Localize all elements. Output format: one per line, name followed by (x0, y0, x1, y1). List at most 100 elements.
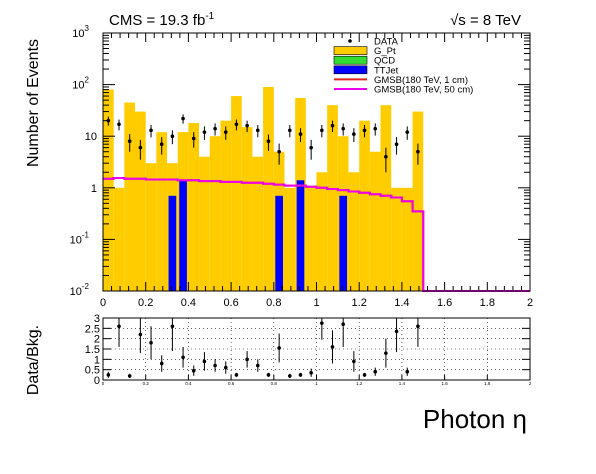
data-point-20 (320, 128, 324, 133)
x-tick-label: 0.6 (223, 297, 238, 309)
data-point-1 (117, 122, 121, 127)
gpt-bar-28 (401, 187, 413, 291)
y-axis-title-main: Number of Events (25, 39, 42, 167)
ratio-point-19 (309, 370, 313, 375)
x-tick-label: 0 (100, 297, 106, 309)
legend-label: G_Pt (374, 46, 396, 57)
ratio-point-23 (352, 359, 356, 364)
gpt-bar-3 (135, 111, 146, 292)
data-point-25 (373, 126, 378, 131)
legend-box (333, 55, 368, 65)
gpt-bar-17 (284, 187, 296, 291)
data-point-18 (298, 132, 303, 136)
legend-box (333, 46, 368, 55)
ratio-point-11 (223, 365, 228, 370)
x-tick-label: 0.8 (266, 297, 281, 309)
ratio-point-26 (384, 351, 388, 355)
ttjet-bar-18 (296, 180, 305, 291)
ratio-x-tick-label: 1.6 (441, 381, 448, 386)
x-tick-label: 1.2 (352, 297, 367, 309)
ratio-point-29 (416, 324, 420, 329)
ratio-x-tick-label: 0 (102, 381, 105, 386)
ratio-x-tick-label: 0.6 (228, 381, 235, 386)
ratio-y-tick-label: 2.5 (85, 323, 100, 335)
data-point-6 (170, 134, 175, 138)
data-point-5 (159, 142, 164, 146)
legend-marker-data (348, 39, 352, 43)
legend-label: GMSB(180 TeV, 50 cm) (374, 85, 473, 96)
gpt-bar-11 (220, 120, 232, 291)
data-point-14 (255, 128, 260, 133)
data-point-11 (223, 130, 228, 134)
ratio-x-tick-label: 0.2 (143, 381, 150, 386)
ttjet-bar-7 (179, 180, 187, 291)
gpt-bar-12 (231, 96, 242, 291)
ratio-point-4 (149, 341, 153, 345)
main-panel: 0 0.2 0.4 0.6 0.8 1 1.2 1.4 1.6 1.8 2 10-2 10-1 1 10 10… (70, 24, 533, 309)
ratio-point-15 (266, 373, 271, 377)
ratio-point-27 (394, 329, 399, 334)
legend-label: DATA (374, 37, 399, 48)
x-axis-title: Photon η (423, 404, 527, 434)
data-point-21 (330, 123, 335, 128)
ratio-point-25 (373, 369, 378, 374)
y-axis-title-ratio: Data/Bkg. (25, 325, 42, 395)
ratio-point-28 (405, 369, 410, 374)
ratio-point-20 (320, 321, 324, 325)
x-tick-label: 1 (313, 297, 319, 309)
ratio-x-tick-label: 1 (315, 381, 318, 386)
gpt-bar-10 (209, 136, 221, 291)
gpt-bar-8 (188, 123, 200, 291)
legend-label: GMSB(180 TeV, 1 cm) (374, 75, 468, 86)
gpt-bar-19 (305, 187, 317, 291)
gpt-bar-27 (391, 187, 402, 291)
y-tick-label: 10-2 (70, 282, 90, 298)
ratio-point-1 (117, 324, 121, 329)
data-point-28 (405, 130, 410, 134)
ratio-y-tick-label: 3 (94, 313, 100, 325)
ratio-x-tick-label: 1.4 (399, 381, 406, 386)
data-point-19 (309, 145, 313, 150)
ratio-point-5 (159, 361, 164, 366)
data-point-13 (245, 123, 249, 128)
ratio-point-0 (106, 373, 111, 377)
y-tick-label: 103 (72, 24, 89, 40)
x-tick-label: 0.4 (181, 297, 196, 309)
data-point-22 (341, 126, 345, 131)
data-point-7 (181, 116, 185, 121)
data-point-29 (416, 149, 420, 154)
ratio-point-8 (191, 368, 196, 373)
ratio-y-tick-label: 0 (94, 375, 100, 387)
ratio-point-13 (245, 357, 249, 362)
ttjet-bar-22 (339, 195, 348, 291)
gpt-bar-29 (412, 111, 424, 292)
gpt-bar-20 (316, 172, 328, 291)
data-point-23 (352, 132, 356, 136)
x-tick-label: 1.8 (480, 297, 495, 309)
ratio-point-2 (127, 374, 132, 378)
gpt-bar-1 (113, 187, 125, 291)
ratio-point-17 (288, 374, 292, 378)
ratio-point-9 (202, 359, 207, 364)
ratio-y-tick-label: 2 (94, 334, 100, 346)
ratio-point-12 (234, 373, 239, 377)
data-point-17 (288, 128, 292, 133)
data-point-3 (138, 145, 143, 150)
ratio-point-24 (362, 373, 367, 377)
gpt-bar-2 (124, 102, 136, 291)
ttjet-bar-16 (275, 195, 283, 291)
ratio-panel: 00.511.522.530 0.2 0.4 0.6 0.8 1 1.2 1.4 1.6 1.8 2 (85, 313, 532, 387)
ratio-point-21 (330, 345, 335, 349)
ratio-x-tick-label: 1.2 (356, 381, 363, 386)
legend-box (333, 65, 368, 75)
x-tick-label: 0.2 (138, 297, 153, 309)
data-point-27 (394, 142, 399, 146)
data-point-10 (213, 126, 217, 131)
gpt-bar-5 (156, 132, 168, 291)
y-tick-label: 102 (72, 76, 89, 92)
gpt-bar-21 (327, 105, 338, 292)
legend-label: TTJet (374, 65, 399, 76)
data-point-15 (266, 139, 271, 144)
data-point-4 (149, 128, 153, 133)
